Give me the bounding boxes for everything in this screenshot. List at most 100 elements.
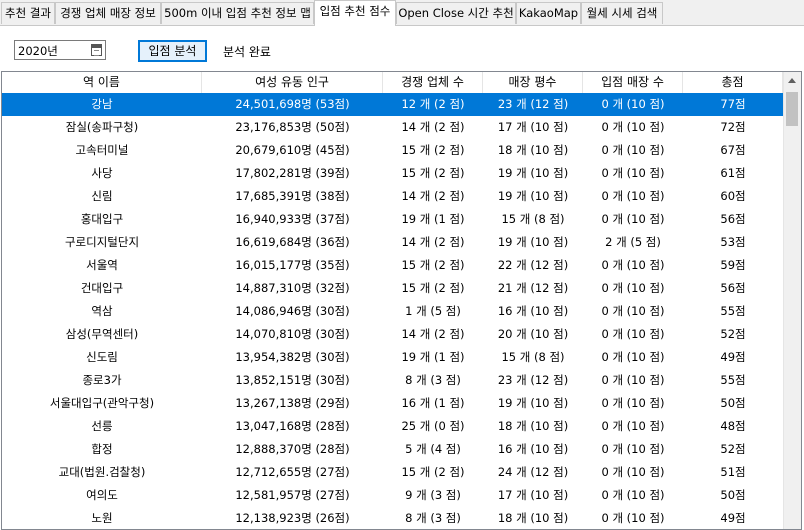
cell-total-score: 48점 [720,419,746,433]
vertical-scrollbar[interactable] [783,72,801,529]
tab-divider [0,25,804,26]
tab-entry-score[interactable]: 입점 추천 점수 [314,0,396,26]
table-row[interactable]: 신도림 13,954,382명 (30점) 19 개 (1 점) 15 개 (8 점)… [2,346,783,369]
cell-female-population: 16,940,933명 (37점) [235,212,350,226]
cell-total-score: 51점 [720,465,746,479]
cell-female-population: 14,887,310명 (32점) [235,281,350,295]
scroll-up-arrow-icon[interactable] [788,78,796,83]
cell-store-size: 22 개 (12 점) [497,258,569,272]
column-header-station[interactable]: 역 이름 [2,72,202,93]
table-row[interactable]: 홍대입구 16,940,933명 (37점) 19 개 (1 점) 15 개 (8 점… [2,208,783,231]
tab-recommend-result[interactable]: 추천 결과 [1,2,55,24]
cell-station-name: 선릉 [91,419,113,433]
cell-female-population: 23,176,853명 (50점) [235,120,350,134]
cell-total-score: 49점 [720,511,746,525]
calendar-icon[interactable] [91,44,102,56]
cell-entry-store-count: 0 개 (10 점) [601,304,665,318]
cell-station-name: 합정 [91,442,113,456]
table-row[interactable]: 고속터미널 20,679,610명 (45점) 15 개 (2 점) 18 개 (10… [2,139,783,162]
cell-entry-store-count: 0 개 (10 점) [601,465,665,479]
cell-total-score: 49점 [720,350,746,364]
cell-competitor-count: 15 개 (2 점) [401,465,465,479]
cell-female-population: 14,086,946명 (30점) [235,304,350,318]
cell-station-name: 서울역 [86,258,118,272]
cell-store-size: 19 개 (10 점) [497,166,569,180]
column-header-competitor-count[interactable]: 경쟁 업체 수 [383,72,483,93]
tab-rent-search[interactable]: 월세 시세 검색 [581,2,663,24]
table-row[interactable]: 삼성(무역센터) 14,070,810명 (30점) 14 개 (2 점) 20 개 … [2,323,783,346]
column-header-store-size[interactable]: 매장 평수 [483,72,583,93]
tab-open-close-time[interactable]: Open Close 시간 추천 [396,2,516,24]
cell-entry-store-count: 0 개 (10 점) [601,281,665,295]
cell-entry-store-count: 0 개 (10 점) [601,419,665,433]
cell-entry-store-count: 0 개 (10 점) [601,189,665,203]
cell-entry-store-count: 0 개 (10 점) [601,120,665,134]
table-row[interactable]: 건대입구 14,887,310명 (32점) 15 개 (2 점) 21 개 (12 … [2,277,783,300]
cell-station-name: 서울대입구(관악구청) [49,396,155,410]
cell-station-name: 홍대입구 [80,212,124,226]
cell-total-score: 67점 [720,143,746,157]
cell-station-name: 교대(법원.검찰청) [58,465,146,479]
cell-competitor-count: 19 개 (1 점) [401,212,465,226]
cell-competitor-count: 12 개 (2 점) [401,97,465,111]
tab-500m-map[interactable]: 500m 이내 입점 추천 정보 맵 [161,2,314,24]
cell-station-name: 신도림 [86,350,118,364]
cell-entry-store-count: 0 개 (10 점) [601,511,665,525]
cell-female-population: 14,070,810명 (30점) [235,327,350,341]
table-row[interactable]: 역삼 14,086,946명 (30점) 1 개 (5 점) 16 개 (10 점) 0… [2,300,783,323]
cell-competitor-count: 14 개 (2 점) [401,189,465,203]
cell-store-size: 20 개 (10 점) [497,327,569,341]
year-value: 2020년 [18,44,58,58]
cell-entry-store-count: 2 개 (5 점) [605,235,661,249]
cell-female-population: 17,685,391명 (38점) [235,189,350,203]
cell-store-size: 15 개 (8 점) [501,350,565,364]
cell-female-population: 13,047,168명 (28점) [235,419,350,433]
cell-store-size: 17 개 (10 점) [497,488,569,502]
column-header-female-population[interactable]: 여성 유동 인구 [202,72,383,93]
table-row[interactable]: 신림 17,685,391명 (38점) 14 개 (2 점) 19 개 (10 점)… [2,185,783,208]
cell-store-size: 18 개 (10 점) [497,419,569,433]
table-row[interactable]: 서울역 16,015,177명 (35점) 15 개 (2 점) 22 개 (12 점… [2,254,783,277]
year-picker[interactable]: 2020년 [14,40,106,60]
table-row[interactable]: 사당 17,802,281명 (39점) 15 개 (2 점) 19 개 (10 점)… [2,162,783,185]
table-row[interactable]: 노원 12,138,923명 (26점) 8 개 (3 점) 18 개 (10 점) 0… [2,507,783,529]
cell-store-size: 16 개 (10 점) [497,442,569,456]
cell-station-name: 건대입구 [80,281,124,295]
cell-competitor-count: 5 개 (4 점) [405,442,461,456]
cell-station-name: 노원 [91,511,113,525]
table-header: 역 이름 여성 유동 인구 경쟁 업체 수 매장 평수 입점 매장 수 총점 [2,72,783,94]
cell-store-size: 19 개 (10 점) [497,235,569,249]
cell-entry-store-count: 0 개 (10 점) [601,166,665,180]
cell-store-size: 19 개 (10 점) [497,396,569,410]
table-row[interactable]: 서울대입구(관악구청) 13,267,138명 (29점) 16 개 (1 점) 19… [2,392,783,415]
table-row[interactable]: 교대(법원.검찰청) 12,712,655명 (27점) 15 개 (2 점) 24 … [2,461,783,484]
scroll-thumb[interactable] [786,92,798,126]
tab-strip: 추천 결과 경쟁 업체 매장 정보 500m 이내 입점 추천 정보 맵 입점 … [0,0,804,26]
column-header-total-score[interactable]: 총점 [683,72,783,93]
cell-station-name: 사당 [91,166,113,180]
table-row[interactable]: 구로디지털단지 16,619,684명 (36점) 14 개 (2 점) 19 개 (… [2,231,783,254]
tab-kakaomap[interactable]: KakaoMap [516,2,581,24]
table-row[interactable]: 선릉 13,047,168명 (28점) 25 개 (0 점) 18 개 (10 점)… [2,415,783,438]
table-row[interactable]: 합정 12,888,370명 (28점) 5 개 (4 점) 16 개 (10 점) 0… [2,438,783,461]
cell-station-name: 고속터미널 [75,143,129,157]
column-header-entry-store-count[interactable]: 입점 매장 수 [583,72,683,93]
analyze-button[interactable]: 입점 분석 [138,40,207,62]
tab-competitor-info[interactable]: 경쟁 업체 매장 정보 [55,2,161,24]
cell-total-score: 53점 [720,235,746,249]
cell-female-population: 13,954,382명 (30점) [235,350,350,364]
cell-female-population: 20,679,610명 (45점) [235,143,350,157]
table-row[interactable]: 여의도 12,581,957명 (27점) 9 개 (3 점) 17 개 (10 점)… [2,484,783,507]
cell-total-score: 56점 [720,281,746,295]
table-row[interactable]: 종로3가 13,852,151명 (30점) 8 개 (3 점) 23 개 (12 점… [2,369,783,392]
table-row[interactable]: 잠실(송파구청) 23,176,853명 (50점) 14 개 (2 점) 17 개 … [2,116,783,139]
cell-total-score: 72점 [720,120,746,134]
cell-station-name: 삼성(무역센터) [65,327,139,341]
cell-entry-store-count: 0 개 (10 점) [601,373,665,387]
cell-store-size: 18 개 (10 점) [497,511,569,525]
cell-competitor-count: 14 개 (2 점) [401,235,465,249]
cell-total-score: 56점 [720,212,746,226]
table-row[interactable]: 강남 24,501,698명 (53점) 12 개 (2 점) 23 개 (12 점)… [2,93,783,116]
cell-entry-store-count: 0 개 (10 점) [601,396,665,410]
score-table[interactable]: 역 이름 여성 유동 인구 경쟁 업체 수 매장 평수 입점 매장 수 총점 강… [1,71,802,530]
